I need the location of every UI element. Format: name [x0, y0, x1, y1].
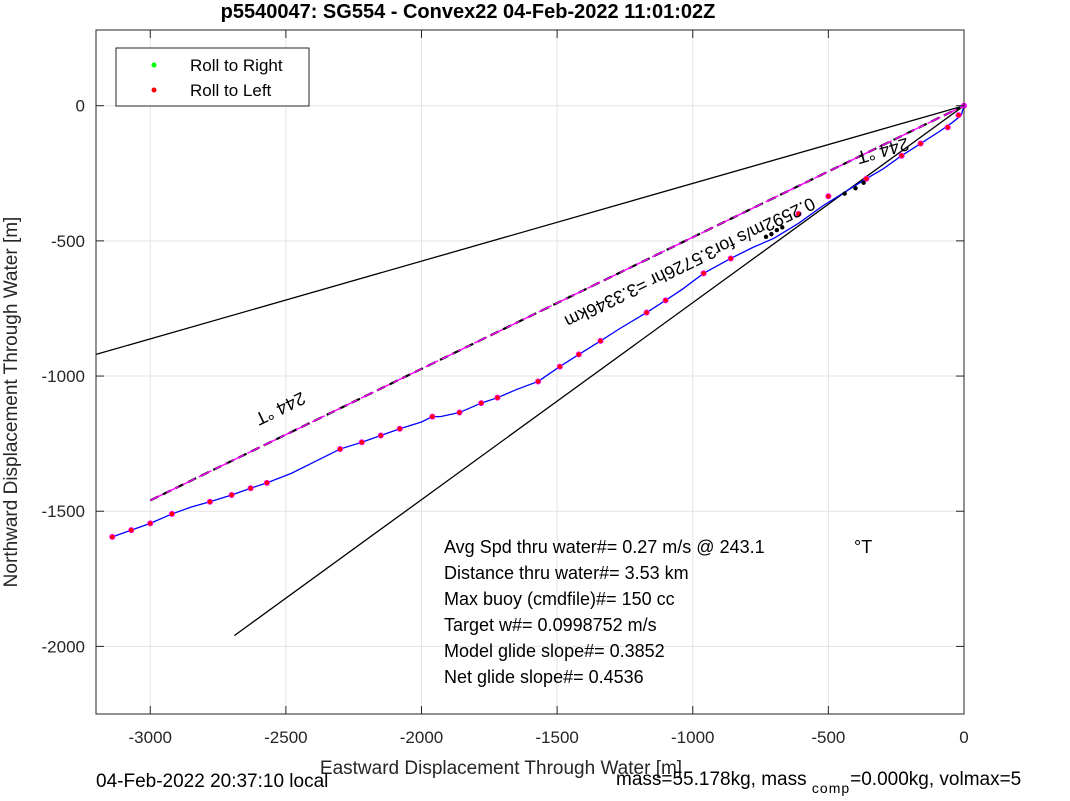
footer-local-time: 04-Feb-2022 20:37:10 local	[96, 771, 329, 792]
roll-left-marker	[917, 140, 924, 147]
roll-left-marker	[109, 533, 116, 540]
y-tick-label: 0	[76, 97, 85, 116]
footer-mass: mass=55.178kg, mass	[616, 769, 807, 790]
y-tick-label: -500	[51, 232, 85, 251]
roll-left-marker	[944, 124, 951, 131]
black-dot	[780, 225, 785, 230]
annotation-max-buoy: Max buoy (cmdfile)#= 150 cc	[444, 589, 675, 609]
roll-left-marker	[727, 255, 734, 262]
annotation-net-glide: Net glide slope#= 0.4536	[444, 667, 644, 687]
roll-left-marker	[377, 432, 384, 439]
x-tick-label: -2500	[264, 728, 307, 747]
x-tick-label: -500	[811, 728, 845, 747]
roll-left-marker	[955, 112, 962, 119]
legend-marker-roll-right	[151, 62, 157, 68]
black-dot	[861, 180, 866, 185]
roll-left-marker	[825, 193, 832, 200]
roll-left-marker	[478, 400, 485, 407]
x-tick-label: -1500	[535, 728, 578, 747]
axis-ticks: -3000 -2500 -2000 -1500 -1000 -500 0 0 -500 -1000…	[42, 30, 969, 747]
track-markers	[109, 102, 967, 540]
legend-label-roll-left: Roll to Left	[190, 81, 272, 100]
footer-volmax: =0.000kg, volmax=5	[850, 769, 1022, 790]
legend-box	[115, 47, 310, 107]
roll-left-marker	[795, 210, 802, 217]
plot-frame	[95, 29, 965, 715]
roll-left-marker	[700, 270, 707, 277]
roll-left-marker	[396, 425, 403, 432]
legend: Roll to Right Roll to Left	[115, 47, 310, 107]
roll-left-marker	[429, 413, 436, 420]
roll-left-marker	[228, 492, 235, 499]
black-dot	[769, 231, 774, 237]
y-axis-label: Northward Displacement Through Water [m]	[1, 217, 22, 588]
roll-left-marker	[575, 351, 582, 358]
black-dot	[842, 191, 847, 196]
footer-mass-subscript: comp	[811, 780, 851, 796]
black-dot	[774, 227, 780, 233]
annotation-distance: Distance thru water#= 3.53 km	[444, 563, 689, 583]
roll-left-marker	[494, 394, 501, 401]
x-tick-label: -3000	[129, 728, 172, 747]
roll-left-marker	[337, 446, 344, 453]
annotation-unit-degT: °T	[854, 537, 872, 557]
roll-left-marker	[898, 152, 905, 159]
roll-left-marker	[263, 479, 270, 486]
annotation-target-w: Target w#= 0.0998752 m/s	[444, 615, 657, 635]
x-tick-label: 0	[959, 728, 968, 747]
current-line	[149, 105, 965, 502]
plot-background	[96, 30, 964, 714]
stats-annotations: Avg Spd thru water#= 0.27 m/s @ 243.1 °T…	[444, 537, 872, 687]
x-axis-label: Eastward Displacement Through Water [m]	[320, 758, 682, 779]
roll-left-marker	[597, 337, 604, 344]
annotation-avg-speed: Avg Spd thru water#= 0.27 m/s @ 243.1	[444, 537, 765, 557]
roll-left-marker	[863, 175, 870, 182]
roll-left-marker	[147, 520, 154, 527]
envelope-line	[95, 105, 965, 356]
roll-left-marker	[168, 510, 175, 517]
chart-title: p5540047: SG554 - Convex22 04-Feb-2022 1…	[221, 1, 716, 23]
roll-left-marker	[128, 527, 135, 534]
y-tick-label: -2000	[42, 637, 85, 656]
roll-left-marker	[456, 409, 463, 416]
roll-left-marker	[662, 297, 669, 304]
roll-left-marker	[206, 498, 213, 505]
roll-left-marker	[643, 309, 650, 316]
x-tick-label: -1000	[671, 728, 714, 747]
black-dot	[763, 234, 769, 240]
black-dot	[853, 185, 858, 191]
annotation-model-glide: Model glide slope#= 0.3852	[444, 641, 665, 661]
y-tick-label: -1000	[42, 367, 85, 386]
roll-left-marker	[247, 485, 254, 492]
roll-left-marker	[535, 378, 542, 385]
legend-marker-roll-left	[151, 87, 157, 93]
roll-left-marker	[556, 363, 563, 370]
legend-label-roll-right: Roll to Right	[190, 56, 283, 75]
footer-mass-info: mass=55.178kg, mass comp=0.000kg, volmax…	[616, 769, 1022, 796]
roll-left-marker	[358, 439, 365, 446]
x-tick-label: -2000	[400, 728, 443, 747]
y-tick-label: -1500	[42, 502, 85, 521]
